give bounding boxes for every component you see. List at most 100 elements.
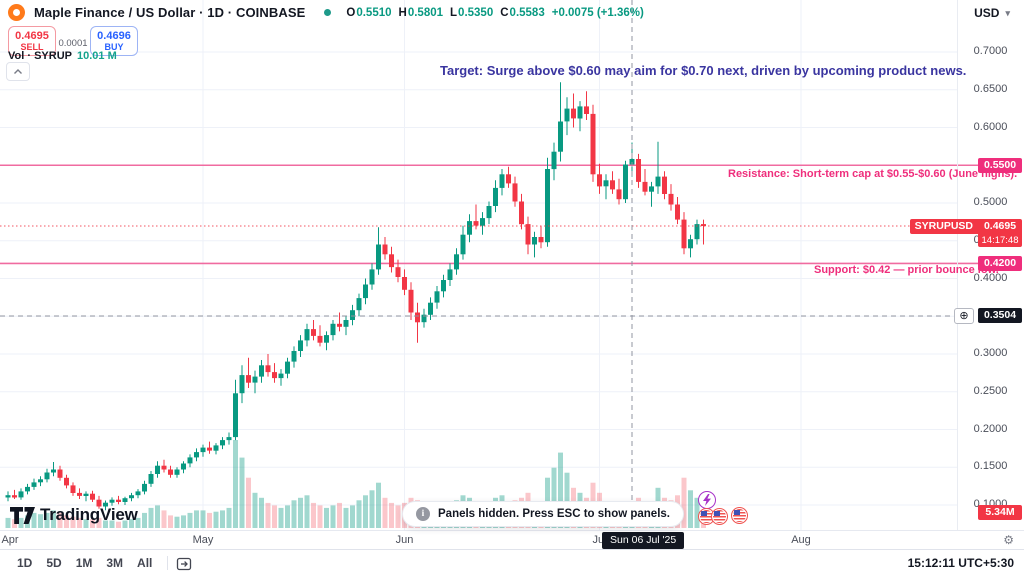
sell-button[interactable]: 0.4695 SELL (8, 26, 56, 56)
support-price-label: 0.4200 (978, 256, 1022, 272)
buy-button[interactable]: 0.4696 BUY (90, 26, 138, 56)
last-price-label: SYRUPUSD 0.4695 14:17:48 (909, 219, 1022, 248)
currency-label: USD (974, 6, 1000, 20)
volume-bar (350, 505, 355, 528)
candle (213, 443, 219, 455)
volume-bar (38, 514, 43, 528)
candle (18, 488, 24, 500)
candle (668, 184, 674, 211)
event-lightning-icon[interactable] (698, 491, 716, 509)
toolbar-divider (167, 556, 169, 570)
volume-bar (356, 500, 362, 528)
candle (694, 219, 700, 245)
candle (116, 495, 121, 505)
volume-bar (129, 519, 134, 528)
candle (499, 169, 505, 196)
candle (402, 269, 407, 296)
candle (220, 437, 225, 450)
maple-finance-logo-icon (8, 4, 25, 21)
volume-bar (220, 510, 225, 528)
event-flag-icon[interactable] (731, 507, 748, 524)
candle (233, 379, 238, 441)
candle (369, 263, 375, 290)
volume-bar (122, 520, 128, 528)
candle (246, 357, 251, 388)
candle (90, 490, 95, 502)
volume-bar (207, 512, 212, 528)
candle (51, 462, 56, 477)
range-switcher: 1D 5D 1M 3M All (10, 553, 159, 573)
current-volume-label: 5.34M (978, 505, 1022, 520)
candle (441, 274, 446, 298)
volume-bar (83, 519, 89, 528)
target-annotation: Target: Surge above $0.60 may aim for $0… (440, 63, 967, 78)
candle (122, 496, 128, 505)
price-axis-label: 0.1500 (973, 460, 1008, 473)
candle (356, 293, 362, 317)
candle (376, 227, 381, 275)
candle (324, 331, 329, 351)
range-button-all[interactable]: All (137, 556, 153, 570)
candle (5, 491, 11, 502)
tradingview-logo[interactable]: TradingView (10, 505, 138, 525)
candle (259, 360, 264, 383)
candle (148, 471, 154, 487)
go-to-date-button[interactable] (176, 556, 193, 571)
sell-label: SELL (20, 42, 44, 52)
close-label: C (500, 6, 509, 19)
candle (168, 465, 173, 478)
volume-bar (694, 497, 700, 528)
volume-bar (213, 511, 219, 528)
candle (538, 225, 544, 249)
event-flag-icon[interactable] (711, 508, 728, 525)
candle (519, 193, 524, 230)
gear-icon[interactable]: ⚙ (1003, 533, 1014, 547)
range-button-3m[interactable]: 3M (106, 556, 124, 570)
candle (415, 302, 420, 343)
time-axis[interactable]: ⚙ Sun 06 Jul '25 Apr May Jun Jul Aug (0, 530, 1024, 549)
candle (317, 325, 323, 347)
candle (610, 171, 615, 194)
currency-select[interactable]: USD ▾ (974, 6, 1010, 20)
candle (265, 354, 271, 377)
range-button-1m[interactable]: 1M (75, 556, 93, 570)
tradingview-wordmark: TradingView (40, 505, 138, 524)
high-label: H (398, 6, 407, 19)
volume-bar (194, 510, 199, 528)
calendar-icon (177, 557, 192, 570)
candle (304, 323, 310, 347)
symbol-title[interactable]: Maple Finance / US Dollar · 1D · COINBAS… (34, 5, 306, 20)
candle (57, 465, 63, 481)
volume-bar (291, 500, 297, 528)
candle (701, 219, 706, 245)
collapse-legend-button[interactable] (6, 62, 30, 81)
range-button-1d[interactable]: 1D (17, 556, 33, 570)
add-alert-plus-icon[interactable]: ⊕ (954, 307, 974, 324)
volume-bar (324, 507, 329, 528)
candle (688, 234, 693, 258)
price-axis[interactable]: 0.70000.65000.60000.50000.45000.40000.30… (957, 0, 1024, 530)
clock-timezone[interactable]: 15:12:11 UTC+5:30 (907, 556, 1014, 570)
range-button-5d[interactable]: 5D (46, 556, 62, 570)
open-label: O (346, 6, 356, 19)
candle (428, 297, 433, 320)
candle (155, 461, 160, 478)
candle (161, 459, 167, 473)
candle (551, 142, 557, 181)
price-axis-label: 0.3000 (973, 347, 1008, 359)
candle (200, 444, 206, 457)
candle (675, 197, 680, 225)
volume-bar (376, 482, 381, 528)
volume-bar (317, 505, 323, 528)
event-flag-icon[interactable] (698, 508, 715, 525)
candle (681, 212, 687, 255)
volume-bar (226, 507, 232, 528)
price-axis-label: 0.2500 (973, 384, 1008, 397)
volume-bar (285, 505, 290, 528)
candle (408, 282, 414, 320)
candle (493, 180, 498, 213)
price-axis-label: 0.7000 (973, 45, 1008, 57)
time-axis-label: Apr (1, 534, 19, 546)
volume-legend-label: Vol · SYRUP (8, 50, 72, 62)
volume-bar (252, 492, 258, 528)
